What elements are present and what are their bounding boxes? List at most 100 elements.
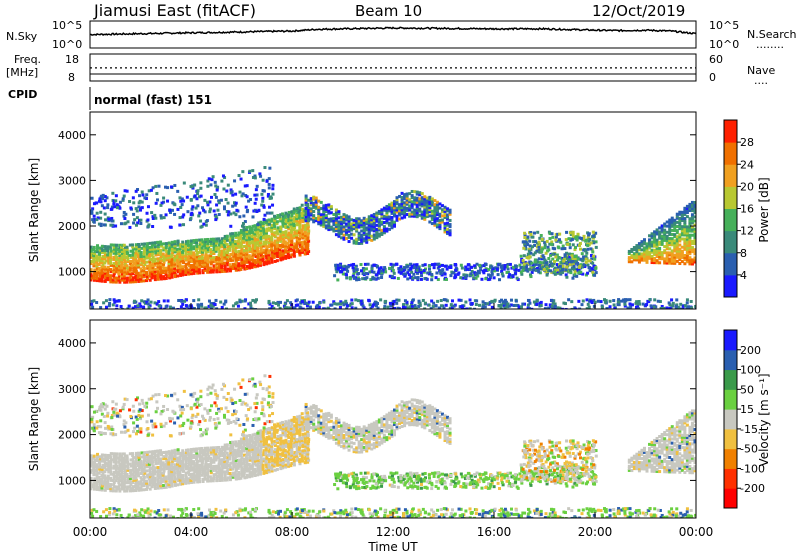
power-echo-cell — [182, 261, 186, 265]
power-echo-cell — [678, 233, 682, 237]
power-echo-cell — [258, 172, 262, 176]
power-echo-cell — [428, 202, 432, 206]
power-echo-cell — [117, 272, 121, 276]
power-echo-cell — [217, 247, 221, 251]
power-echo-cell — [685, 233, 689, 237]
power-echo-cell — [300, 246, 304, 250]
power-echo-cell — [138, 199, 142, 203]
velocity-echo-cell — [136, 470, 140, 474]
power-echo-cell — [207, 304, 211, 308]
velocity-echo-cell — [154, 482, 158, 486]
power-echo-cell — [186, 247, 190, 251]
power-echo-cell — [253, 252, 257, 256]
power-echo-cell — [100, 250, 104, 254]
power-echo-cell — [398, 203, 402, 207]
velocity-echo-cell — [192, 476, 196, 480]
power-echo-cell — [427, 272, 431, 276]
power-echo-cell — [301, 224, 305, 228]
power-echo-cell — [423, 211, 427, 215]
power-echo-cell — [245, 230, 249, 234]
power-echo-cell — [123, 260, 127, 264]
power-echo-cell — [685, 298, 689, 302]
power-echo-cell — [430, 199, 434, 203]
velocity-echo-cell — [90, 462, 93, 466]
power-echo-cell — [247, 243, 251, 247]
power-echo-cell — [656, 299, 660, 303]
power-echo-cell — [548, 303, 552, 307]
power-echo-cell — [237, 262, 241, 266]
power-echo-cell — [493, 298, 497, 302]
power-echo-cell — [110, 205, 114, 209]
power-echo-cell — [200, 242, 204, 246]
power-echo-cell — [157, 259, 161, 263]
power-echo-cell — [267, 241, 271, 245]
power-echo-cell — [430, 217, 434, 221]
velocity-echo-cell — [90, 485, 94, 489]
power-echo-cell — [271, 254, 275, 258]
power-echo-cell — [264, 231, 268, 235]
power-echo-cell — [92, 256, 96, 260]
power-echo-cell — [295, 223, 299, 227]
power-echo-cell — [245, 225, 249, 229]
power-echo-cell — [298, 206, 302, 210]
power-echo-cell — [162, 299, 166, 303]
power-echo-cell — [180, 197, 184, 201]
velocity-echo-cell — [176, 479, 180, 483]
power-echo-cell — [405, 208, 409, 212]
power-echo-cell — [630, 303, 634, 307]
velocity-echo-cell — [208, 479, 212, 483]
power-echo-cell — [282, 232, 286, 236]
power-echo-cell — [287, 217, 291, 221]
velocity-echo-cell — [218, 474, 222, 478]
power-echo-cell — [433, 205, 437, 209]
power-echo-cell — [234, 213, 238, 217]
power-echo-cell — [592, 264, 596, 268]
power-echo-cell — [231, 242, 235, 246]
power-echo-cell — [675, 259, 679, 263]
power-echo-cell — [167, 274, 171, 278]
power-echo-cell — [225, 242, 229, 246]
velocity-echo-cell — [156, 482, 160, 486]
velocity-echo-cell — [204, 461, 208, 465]
power-echo-cell — [295, 298, 299, 302]
power-echo-cell — [410, 210, 414, 214]
power-echo-cell — [272, 243, 276, 247]
power-echo-cell — [642, 252, 646, 256]
power-echo-cell — [421, 298, 425, 302]
power-echo-cell — [586, 307, 590, 309]
power-echo-cell — [436, 299, 440, 303]
power-echo-cell — [452, 271, 456, 275]
power-echo-cell — [419, 271, 423, 275]
power-echo-cell — [365, 218, 369, 222]
power-echo-cell — [136, 277, 140, 281]
power-echo-cell — [627, 260, 631, 264]
power-echo-cell — [236, 239, 240, 243]
power-echo-cell — [215, 266, 219, 270]
power-echo-cell — [298, 253, 302, 257]
velocity-echo-cell — [148, 458, 152, 462]
power-echo-cell — [532, 253, 536, 257]
power-echo-cell — [410, 305, 414, 309]
power-echo-cell — [690, 225, 694, 229]
power-echo-cell — [207, 299, 211, 303]
power-echo-cell — [418, 201, 422, 205]
power-echo-cell — [225, 209, 229, 213]
power-echo-cell — [430, 273, 434, 277]
power-echo-cell — [680, 245, 684, 249]
velocity-echo-cell — [197, 474, 201, 478]
velocity-echo-cell — [172, 469, 176, 473]
power-echo-cell — [297, 230, 301, 234]
power-echo-cell — [90, 262, 93, 266]
power-echo-cell — [203, 198, 207, 202]
power-echo-cell — [579, 263, 583, 267]
velocity-echo-cell — [146, 459, 150, 463]
velocity-echo-cell — [203, 471, 207, 475]
power-echo-cell — [665, 255, 669, 259]
power-echo-cell — [630, 247, 634, 251]
power-echo-cell — [535, 303, 539, 307]
power-echo-cell — [90, 196, 94, 200]
power-echo-cell — [553, 247, 557, 251]
power-echo-cell — [553, 304, 557, 308]
power-echo-cell — [209, 302, 213, 306]
power-echo-cell — [244, 205, 248, 209]
